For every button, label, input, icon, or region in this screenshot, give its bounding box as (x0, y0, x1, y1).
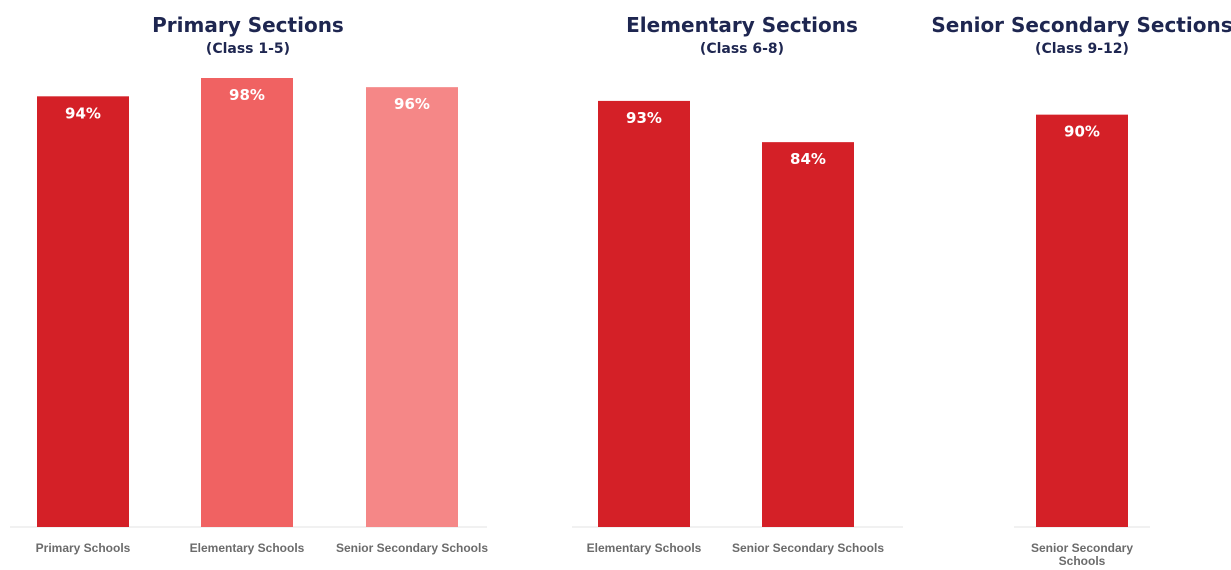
chart-panel-3: Senior Secondary Sections (Class 9-12) 90%… (931, 13, 1231, 568)
bar (598, 100, 690, 527)
bar (762, 142, 854, 527)
data-label: 94% (65, 104, 101, 122)
bar (1036, 114, 1128, 527)
chart-subtitle: (Class 1-5) (206, 41, 290, 57)
data-label: 90% (1064, 123, 1100, 141)
chart-title: Elementary Sections (626, 13, 858, 37)
tick-label: Senior Secondary Schools (1031, 541, 1133, 568)
data-label: 98% (229, 86, 265, 104)
chart-title: Primary Sections (152, 13, 344, 37)
bar (366, 87, 458, 527)
data-label: 84% (790, 150, 826, 168)
bar (201, 78, 293, 527)
chart-title: Senior Secondary Sections (931, 13, 1231, 37)
tick-label: Senior Secondary Schools (732, 541, 884, 555)
chart-panel-1: Primary Sections (Class 1-5) 94% Primary Sc… (10, 13, 488, 555)
data-label: 93% (626, 109, 662, 127)
tick-label: Elementary Schools (587, 541, 702, 555)
chart-panel-2: Elementary Sections (Class 6-8) 93% Element… (572, 13, 903, 555)
chart-subtitle: (Class 6-8) (700, 41, 784, 57)
chart-subtitle: (Class 9-12) (1035, 41, 1129, 57)
data-label: 96% (394, 95, 430, 113)
tick-label: Primary Schools (36, 541, 131, 555)
bar (37, 96, 129, 527)
tick-label: Senior Secondary Schools (336, 541, 488, 555)
tick-label: Elementary Schools (190, 541, 305, 555)
